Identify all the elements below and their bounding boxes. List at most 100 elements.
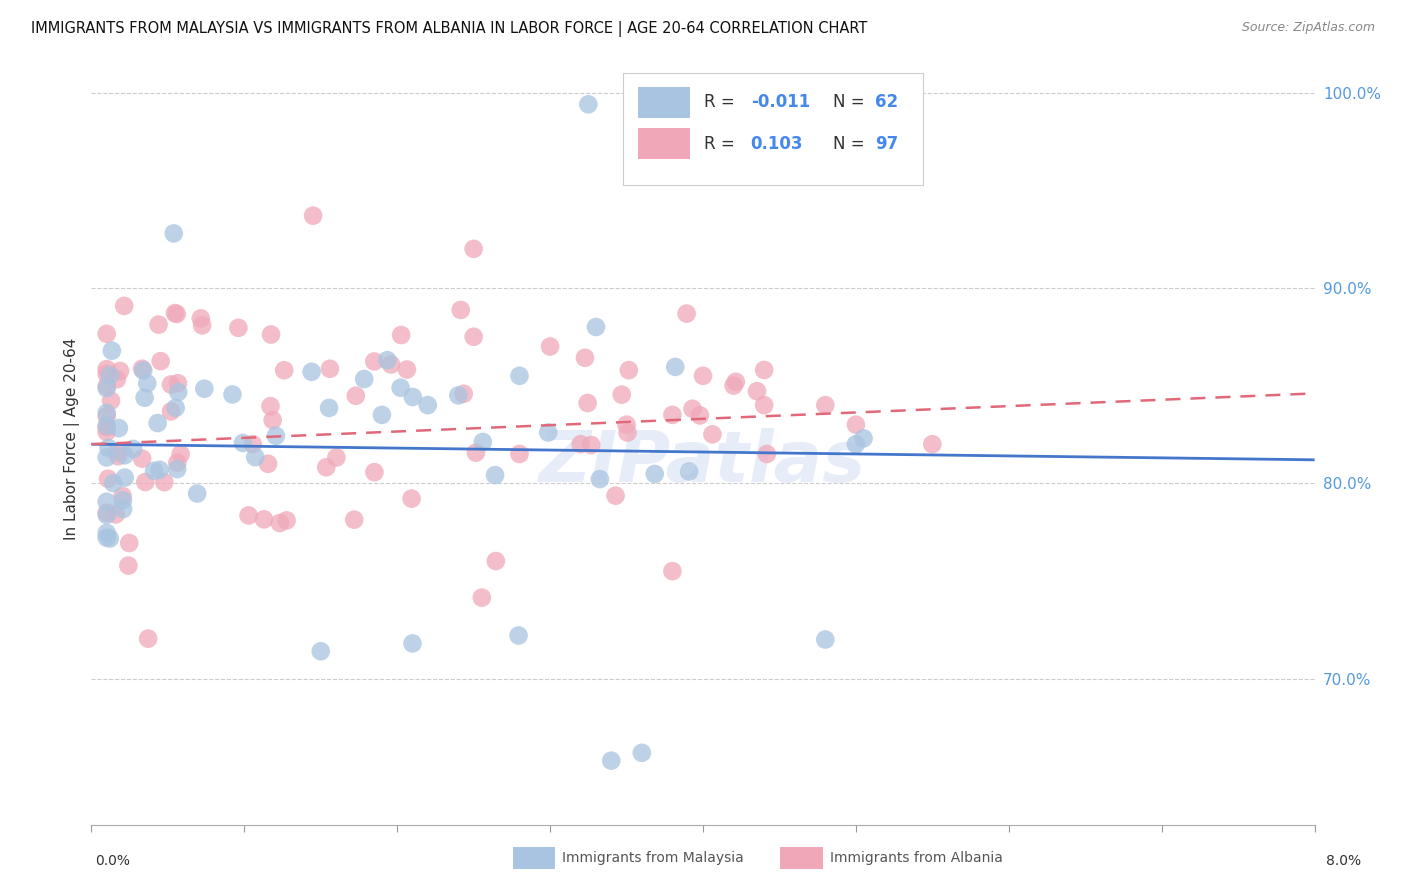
Point [96, 326, 118, 341]
Point [190, 311, 212, 326]
Point [253, 512, 276, 526]
Point [131, 451, 153, 466]
Point [105, 445, 128, 459]
Point [343, 513, 366, 527]
Point [97, 441, 120, 455]
Point [508, 628, 530, 642]
Point [193, 382, 215, 396]
FancyBboxPatch shape [623, 73, 924, 185]
Point [576, 396, 599, 410]
Point [165, 401, 187, 415]
Point [242, 437, 264, 451]
Point [269, 516, 291, 530]
Point [111, 489, 134, 503]
Point [264, 429, 287, 443]
Point [112, 299, 135, 313]
Point [302, 209, 325, 223]
Point [108, 364, 131, 378]
Point [363, 354, 385, 368]
Point [104, 508, 127, 522]
Point [136, 632, 159, 646]
Point [319, 361, 342, 376]
Point [132, 363, 155, 377]
Point [101, 343, 124, 358]
Point [471, 591, 494, 605]
Text: N =: N = [832, 135, 869, 153]
Point [191, 318, 214, 333]
Point [134, 391, 156, 405]
FancyBboxPatch shape [638, 128, 689, 160]
Point [395, 362, 418, 376]
Point [610, 387, 633, 401]
Point [453, 386, 475, 401]
Point [112, 502, 135, 516]
Point [166, 307, 188, 321]
Point [98, 532, 121, 546]
Point [318, 401, 340, 415]
Point [447, 388, 470, 402]
Point [845, 437, 868, 451]
Point [108, 421, 131, 435]
Point [107, 449, 129, 463]
Point [166, 456, 188, 470]
Point [630, 746, 652, 760]
Point [96, 506, 118, 520]
Point [96, 425, 118, 439]
Y-axis label: In Labor Force | Age 20-64: In Labor Force | Age 20-64 [65, 338, 80, 541]
Text: R =: R = [704, 135, 740, 153]
Point [754, 363, 776, 377]
Point [484, 468, 506, 483]
Point [221, 387, 243, 401]
Point [463, 242, 485, 256]
Point [921, 437, 943, 451]
Text: Immigrants from Albania: Immigrants from Albania [830, 851, 1002, 865]
Point [146, 416, 169, 430]
Point [402, 390, 425, 404]
Point [96, 508, 118, 522]
Point [678, 465, 700, 479]
Text: N =: N = [832, 93, 869, 112]
Point [852, 431, 875, 445]
Point [605, 489, 627, 503]
Text: R =: R = [704, 93, 740, 112]
Point [581, 438, 603, 452]
Point [167, 376, 190, 391]
Point [105, 372, 128, 386]
Point [96, 494, 118, 508]
Point [371, 408, 394, 422]
Point [538, 339, 561, 353]
Text: 8.0%: 8.0% [1326, 854, 1361, 868]
Point [401, 636, 423, 650]
Point [96, 362, 118, 376]
Point [163, 227, 186, 241]
Point [118, 536, 141, 550]
Point [153, 475, 176, 490]
Point [389, 328, 412, 343]
Point [259, 399, 281, 413]
Point [600, 754, 623, 768]
Point [260, 327, 283, 342]
Text: IMMIGRANTS FROM MALAYSIA VS IMMIGRANTS FROM ALBANIA IN LABOR FORCE | AGE 20-64 C: IMMIGRANTS FROM MALAYSIA VS IMMIGRANTS F… [31, 21, 868, 37]
Point [96, 450, 118, 465]
Point [96, 525, 118, 540]
Point [273, 363, 295, 377]
Point [574, 351, 596, 365]
Point [702, 427, 724, 442]
Point [380, 358, 402, 372]
Point [617, 363, 640, 377]
Point [149, 354, 172, 368]
Point [755, 447, 778, 461]
Point [100, 393, 122, 408]
Point [814, 398, 837, 412]
Point [122, 442, 145, 456]
Point [661, 408, 683, 422]
Point [131, 361, 153, 376]
Point [644, 467, 666, 481]
Point [257, 457, 280, 471]
Text: -0.011: -0.011 [751, 93, 810, 112]
Point [134, 475, 156, 489]
Point [616, 417, 638, 432]
Point [160, 404, 183, 418]
Point [363, 465, 385, 479]
Point [96, 409, 118, 424]
